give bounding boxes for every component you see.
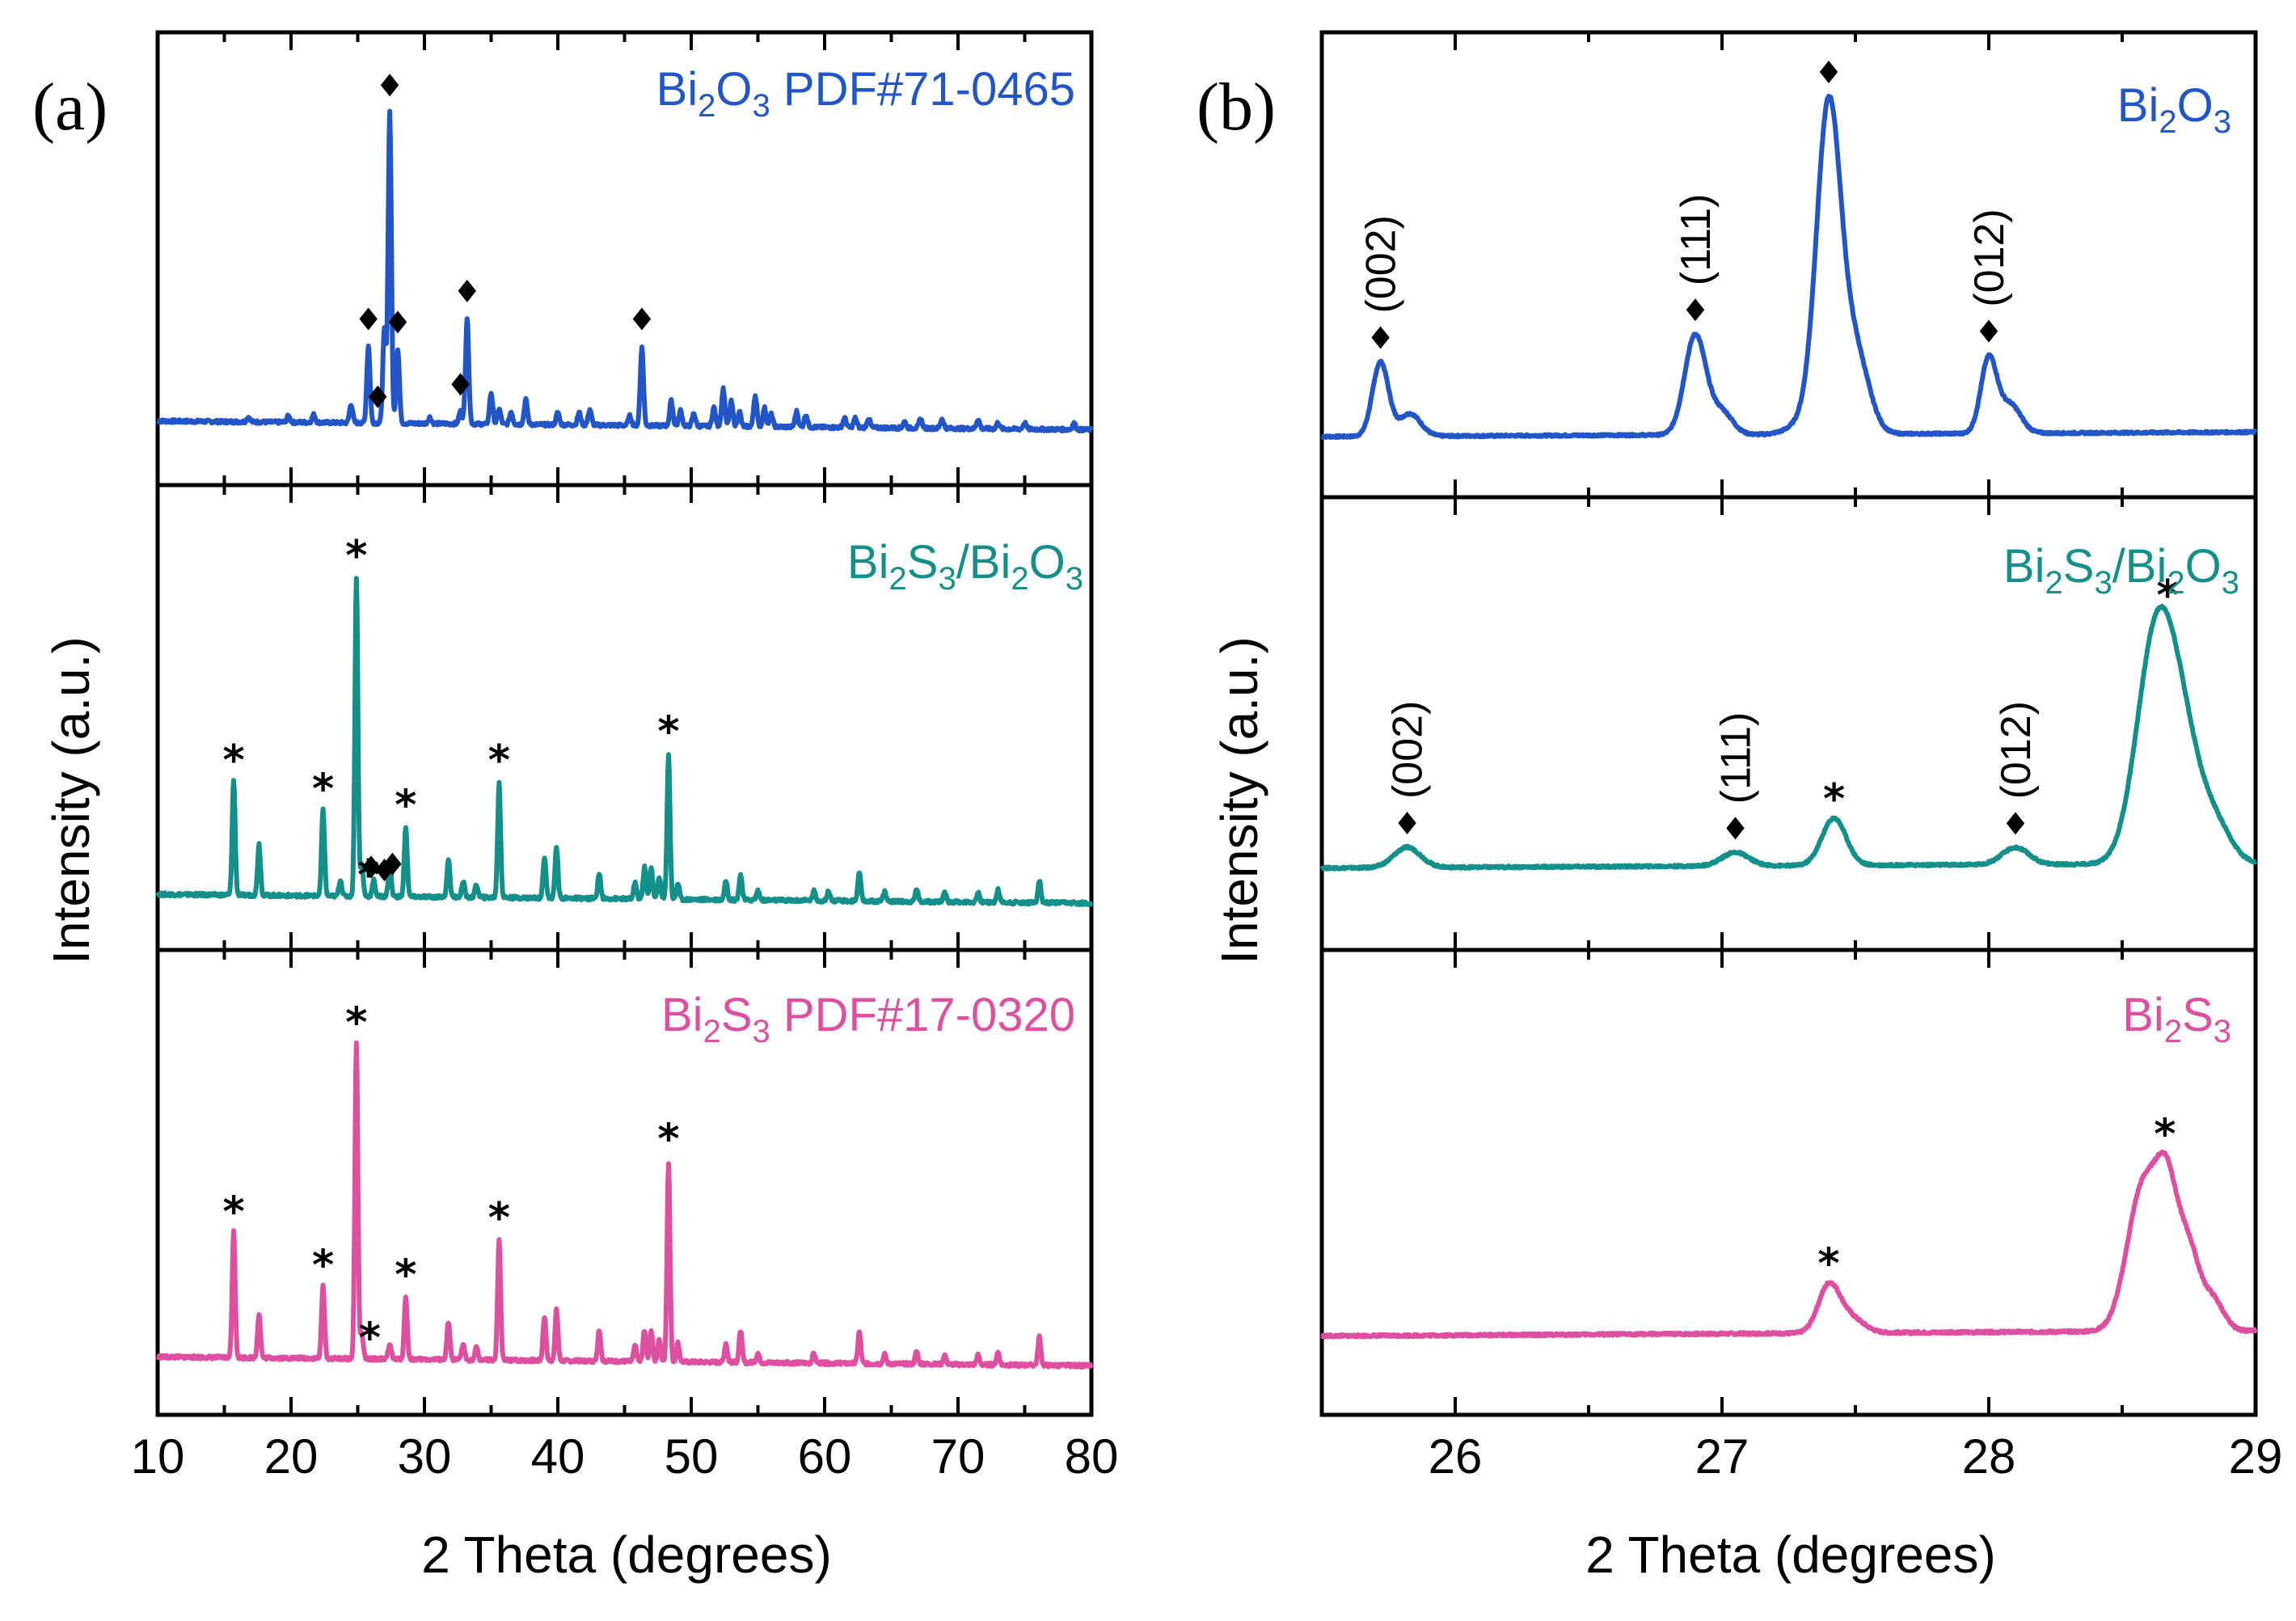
x-tick-label: 29 [2229,1429,2283,1484]
panel-label-b: (b) [1197,70,1276,145]
star-marker: * [345,998,367,1047]
diamond-marker [2006,812,2025,835]
ticks-a [156,32,1093,1415]
diamond-marker [451,373,470,396]
diamond-marker [1686,298,1705,322]
trace-a-0 [155,108,1094,434]
diamond-marker [1819,61,1838,84]
star-marker: * [222,1188,244,1236]
x-tick-label: 80 [1065,1429,1119,1484]
trace-a-1 [155,576,1094,907]
diamond-marker [361,855,381,879]
x-tick-label: 10 [131,1429,185,1484]
diamond-marker [383,852,402,876]
hkl-label: (111) [1713,712,1760,804]
x-tick-label: 50 [665,1429,719,1484]
x-tick-label: 28 [1962,1429,2016,1484]
trace-a-2 [155,1040,1094,1370]
legend-a-composite: Bi2S3/Bi2O3 [847,536,1083,597]
x-tick-label: 40 [531,1429,585,1484]
diamond-marker [1726,817,1745,840]
star-marker: * [657,1116,679,1164]
x-tick-label: 30 [398,1429,452,1484]
star-marker: * [395,781,416,829]
star-marker: * [312,1242,334,1290]
subpanel-b-bot-frame [1319,948,2258,1417]
subpanel-a-mid-frame [155,483,1094,952]
star-marker: * [345,532,367,580]
trace-b-2 [1319,1150,2258,1340]
star-marker: * [2156,572,2178,620]
x-tick-label: 20 [264,1429,319,1484]
star-marker: * [1817,1240,1839,1289]
legend-a-bi2o3: Bi2O3 PDF#71-0465 [656,63,1075,124]
x-axis-title-a: 2 Theta (degrees) [421,1526,832,1584]
diamond-marker [359,307,378,331]
panel-b: (002) (111) (012)(002) (111) *(012)*** 26 27 2… [1319,30,2283,1484]
y-axis-title-a: Intensity (a.u.) [42,636,100,965]
panel-a: * * * * * * * * * * * * * * 10 20 30 40 50 60 70 80 [131,30,1119,1484]
y-axis-title-b: Intensity (a.u.) [1210,636,1268,965]
star-marker: * [488,737,510,785]
star-marker: * [312,766,334,814]
hkl-label: (002) [1358,215,1405,313]
diamond-marker [632,307,652,331]
diamond-marker [380,74,399,97]
ticks-b [1320,32,2257,1415]
star-marker: * [357,851,379,900]
x-tick-label: 70 [931,1429,986,1484]
star-marker: * [488,1194,510,1243]
star-marker: * [2154,1111,2176,1159]
traces-a [155,108,1094,1370]
trace-b-0 [1319,94,2258,440]
diamond-marker [369,385,387,408]
star-marker: * [222,737,244,785]
legend-b-composite: Bi2S3/Bi2O3 [2003,540,2239,601]
tick-labels-a: 10 20 30 40 50 60 70 80 [131,1429,1119,1484]
x-tick-label: 26 [1429,1429,1483,1484]
panel-label-a: (a) [32,70,108,145]
x-axis-title-b: 2 Theta (degrees) [1585,1526,1996,1584]
diamond-marker [1979,319,1998,343]
star-marker: * [395,1251,416,1299]
diamond-marker [388,310,407,334]
x-tick-label: 27 [1695,1429,1749,1484]
x-tick-label: 60 [798,1429,852,1484]
trace-b-1 [1319,603,2258,872]
star-marker: * [1823,775,1845,824]
markers-a: * * * * * * * * * * * * * * [222,74,680,1362]
hkl-label: (012) [1966,209,2013,306]
hkl-label: (012) [1993,701,2040,799]
diamond-marker [458,279,476,302]
traces-b [1319,94,2258,1340]
diamond-marker [1371,326,1390,349]
hkl-label: (002) [1385,701,1432,799]
hkl-label: (111) [1673,194,1720,286]
star-marker: * [657,707,679,756]
legend-a-bi2s3: Bi2S3 PDF#17-0320 [661,989,1075,1049]
legend-b-bi2o3: Bi2O3 [2117,79,2231,140]
star-marker: * [359,1314,381,1362]
markers-b: (002) (111) (012) (002) (111) * (012) * * * [1358,61,2179,1289]
diamond-marker [1398,812,1416,835]
legend-b-bi2s3: Bi2S3 [2122,989,2231,1049]
tick-labels-b: 26 27 28 29 [1429,1429,2283,1484]
